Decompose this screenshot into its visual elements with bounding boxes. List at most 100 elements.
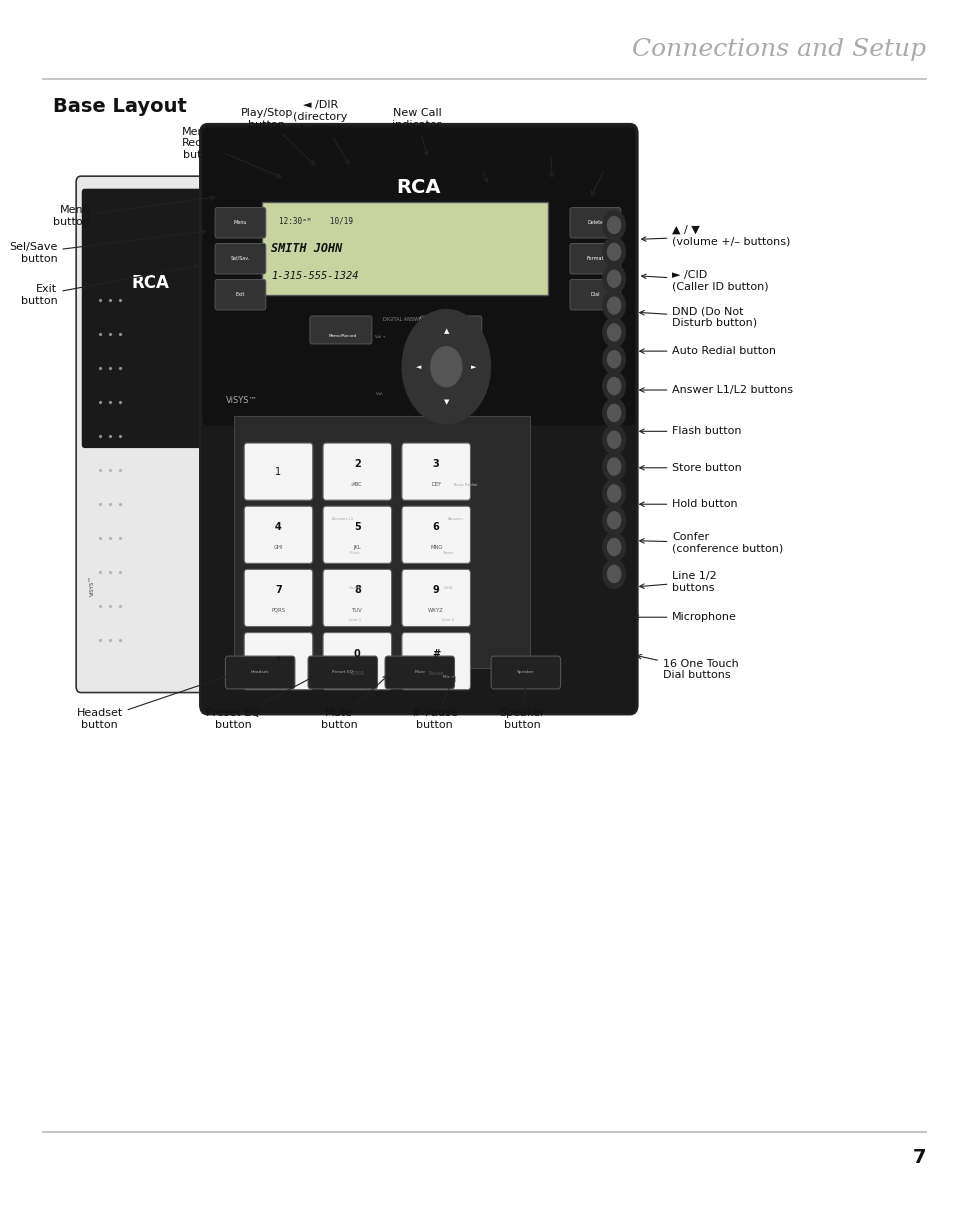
Text: Line 2: Line 2: [442, 618, 455, 622]
Text: Hold: Hold: [443, 586, 453, 589]
FancyBboxPatch shape: [203, 128, 634, 425]
Bar: [262, 202, 548, 295]
Text: Store button: Store button: [639, 463, 741, 473]
Text: Exit
button: Exit button: [21, 264, 199, 306]
Text: ►: ►: [471, 363, 476, 369]
Text: DND: DND: [351, 482, 359, 487]
FancyBboxPatch shape: [82, 188, 218, 448]
Text: Base Layout: Base Layout: [52, 97, 187, 117]
Text: Memo/Record: Memo/Record: [329, 334, 356, 338]
Circle shape: [602, 345, 625, 374]
Text: Preset EQ: Preset EQ: [332, 669, 353, 674]
Text: Speaker
button: Speaker button: [498, 677, 544, 730]
Text: ► /CID
(Caller ID button): ► /CID (Caller ID button): [641, 270, 768, 292]
Text: RCА: RCА: [396, 179, 440, 197]
Text: 6: 6: [433, 522, 439, 532]
Text: Vol -: Vol -: [375, 392, 384, 396]
Text: Delete
button: Delete button: [456, 145, 493, 182]
Text: New Call
indicator: New Call indicator: [392, 108, 441, 156]
Text: Hold button: Hold button: [639, 499, 738, 509]
FancyBboxPatch shape: [214, 243, 266, 273]
Text: OPER: OPER: [350, 671, 364, 676]
Text: Delete: Delete: [587, 220, 602, 225]
Text: Preset EQ
button: Preset EQ button: [206, 676, 316, 730]
Text: 16 One Touch
Dial buttons: 16 One Touch Dial buttons: [637, 655, 738, 680]
Circle shape: [607, 270, 620, 287]
Circle shape: [607, 243, 620, 260]
Text: Dial
button: Dial button: [591, 145, 629, 196]
Text: Flash button: Flash button: [639, 426, 741, 436]
Circle shape: [602, 264, 625, 293]
Text: PQRS: PQRS: [271, 608, 285, 612]
Circle shape: [602, 425, 625, 454]
Text: Connections and Setup: Connections and Setup: [631, 38, 924, 61]
Text: 9: 9: [433, 586, 439, 595]
Circle shape: [602, 399, 625, 428]
Text: Format
button: Format button: [530, 130, 569, 177]
FancyBboxPatch shape: [323, 570, 391, 627]
Text: Mute: Mute: [414, 669, 425, 674]
FancyBboxPatch shape: [569, 243, 620, 273]
Circle shape: [607, 324, 620, 341]
Text: RCА: RCА: [132, 275, 169, 292]
Text: Speaker: Speaker: [517, 669, 535, 674]
Circle shape: [602, 290, 625, 320]
Text: Exit: Exit: [235, 292, 245, 296]
Text: 1: 1: [275, 467, 281, 476]
Text: #: #: [432, 649, 439, 659]
Circle shape: [602, 479, 625, 508]
Text: ViSYS™: ViSYS™: [91, 575, 95, 597]
Text: ▲: ▲: [443, 328, 449, 334]
FancyBboxPatch shape: [401, 570, 470, 627]
FancyBboxPatch shape: [401, 443, 470, 501]
Text: Vol +: Vol +: [375, 335, 385, 339]
Text: JKL: JKL: [353, 544, 361, 549]
FancyBboxPatch shape: [491, 656, 560, 689]
Text: 2: 2: [354, 459, 360, 469]
Text: Play/Stop
button: Play/Stop button: [240, 108, 314, 165]
FancyBboxPatch shape: [244, 633, 313, 690]
FancyBboxPatch shape: [200, 124, 637, 714]
Text: ViSYS™: ViSYS™: [226, 396, 258, 406]
Text: ABC: ABC: [352, 481, 362, 486]
Text: Mic ◄: Mic ◄: [442, 676, 454, 679]
Text: Answer L1: Answer L1: [332, 518, 353, 521]
Text: Sel/Sav.: Sel/Sav.: [231, 255, 250, 261]
Text: Flash: Flash: [350, 552, 360, 555]
Text: MNO: MNO: [430, 544, 442, 549]
Text: Dial: Dial: [590, 292, 599, 296]
FancyBboxPatch shape: [76, 176, 224, 693]
Circle shape: [602, 452, 625, 481]
Circle shape: [602, 532, 625, 561]
Text: Auto Redial: Auto Redial: [453, 482, 476, 487]
Text: # Pause
button: # Pause button: [412, 677, 457, 730]
FancyBboxPatch shape: [225, 656, 294, 689]
Text: Menu
button: Menu button: [53, 196, 214, 227]
FancyBboxPatch shape: [569, 279, 620, 310]
Circle shape: [607, 512, 620, 529]
Text: Confer
(conference button): Confer (conference button): [639, 532, 782, 554]
Text: *: *: [275, 656, 280, 666]
Text: ◄ /DIR
(directory
button): ◄ /DIR (directory button): [293, 100, 349, 164]
Circle shape: [607, 458, 620, 475]
Text: Auto Redial button: Auto Redial button: [639, 346, 776, 356]
Text: ◄: ◄: [416, 363, 421, 369]
Text: 7: 7: [911, 1148, 924, 1168]
Text: Format: Format: [586, 255, 603, 261]
Text: Microphone: Microphone: [634, 612, 737, 622]
FancyBboxPatch shape: [323, 507, 391, 564]
Text: 12:30ᵃᴹ    10/19: 12:30ᵃᴹ 10/19: [278, 216, 353, 225]
Text: WXYZ: WXYZ: [428, 608, 443, 612]
Circle shape: [607, 485, 620, 502]
FancyBboxPatch shape: [244, 443, 313, 501]
FancyBboxPatch shape: [401, 507, 470, 564]
FancyBboxPatch shape: [401, 633, 470, 690]
Text: TUV: TUV: [352, 608, 362, 612]
Text: 1-315-555-1324: 1-315-555-1324: [272, 271, 358, 281]
Text: ▼: ▼: [443, 399, 449, 405]
Text: Line 1/2
buttons: Line 1/2 buttons: [639, 571, 717, 593]
Text: Sel/Save
button: Sel/Save button: [9, 230, 205, 264]
Circle shape: [607, 538, 620, 555]
Text: SMITH JOHN: SMITH JOHN: [272, 242, 342, 255]
Text: 4: 4: [274, 522, 281, 532]
